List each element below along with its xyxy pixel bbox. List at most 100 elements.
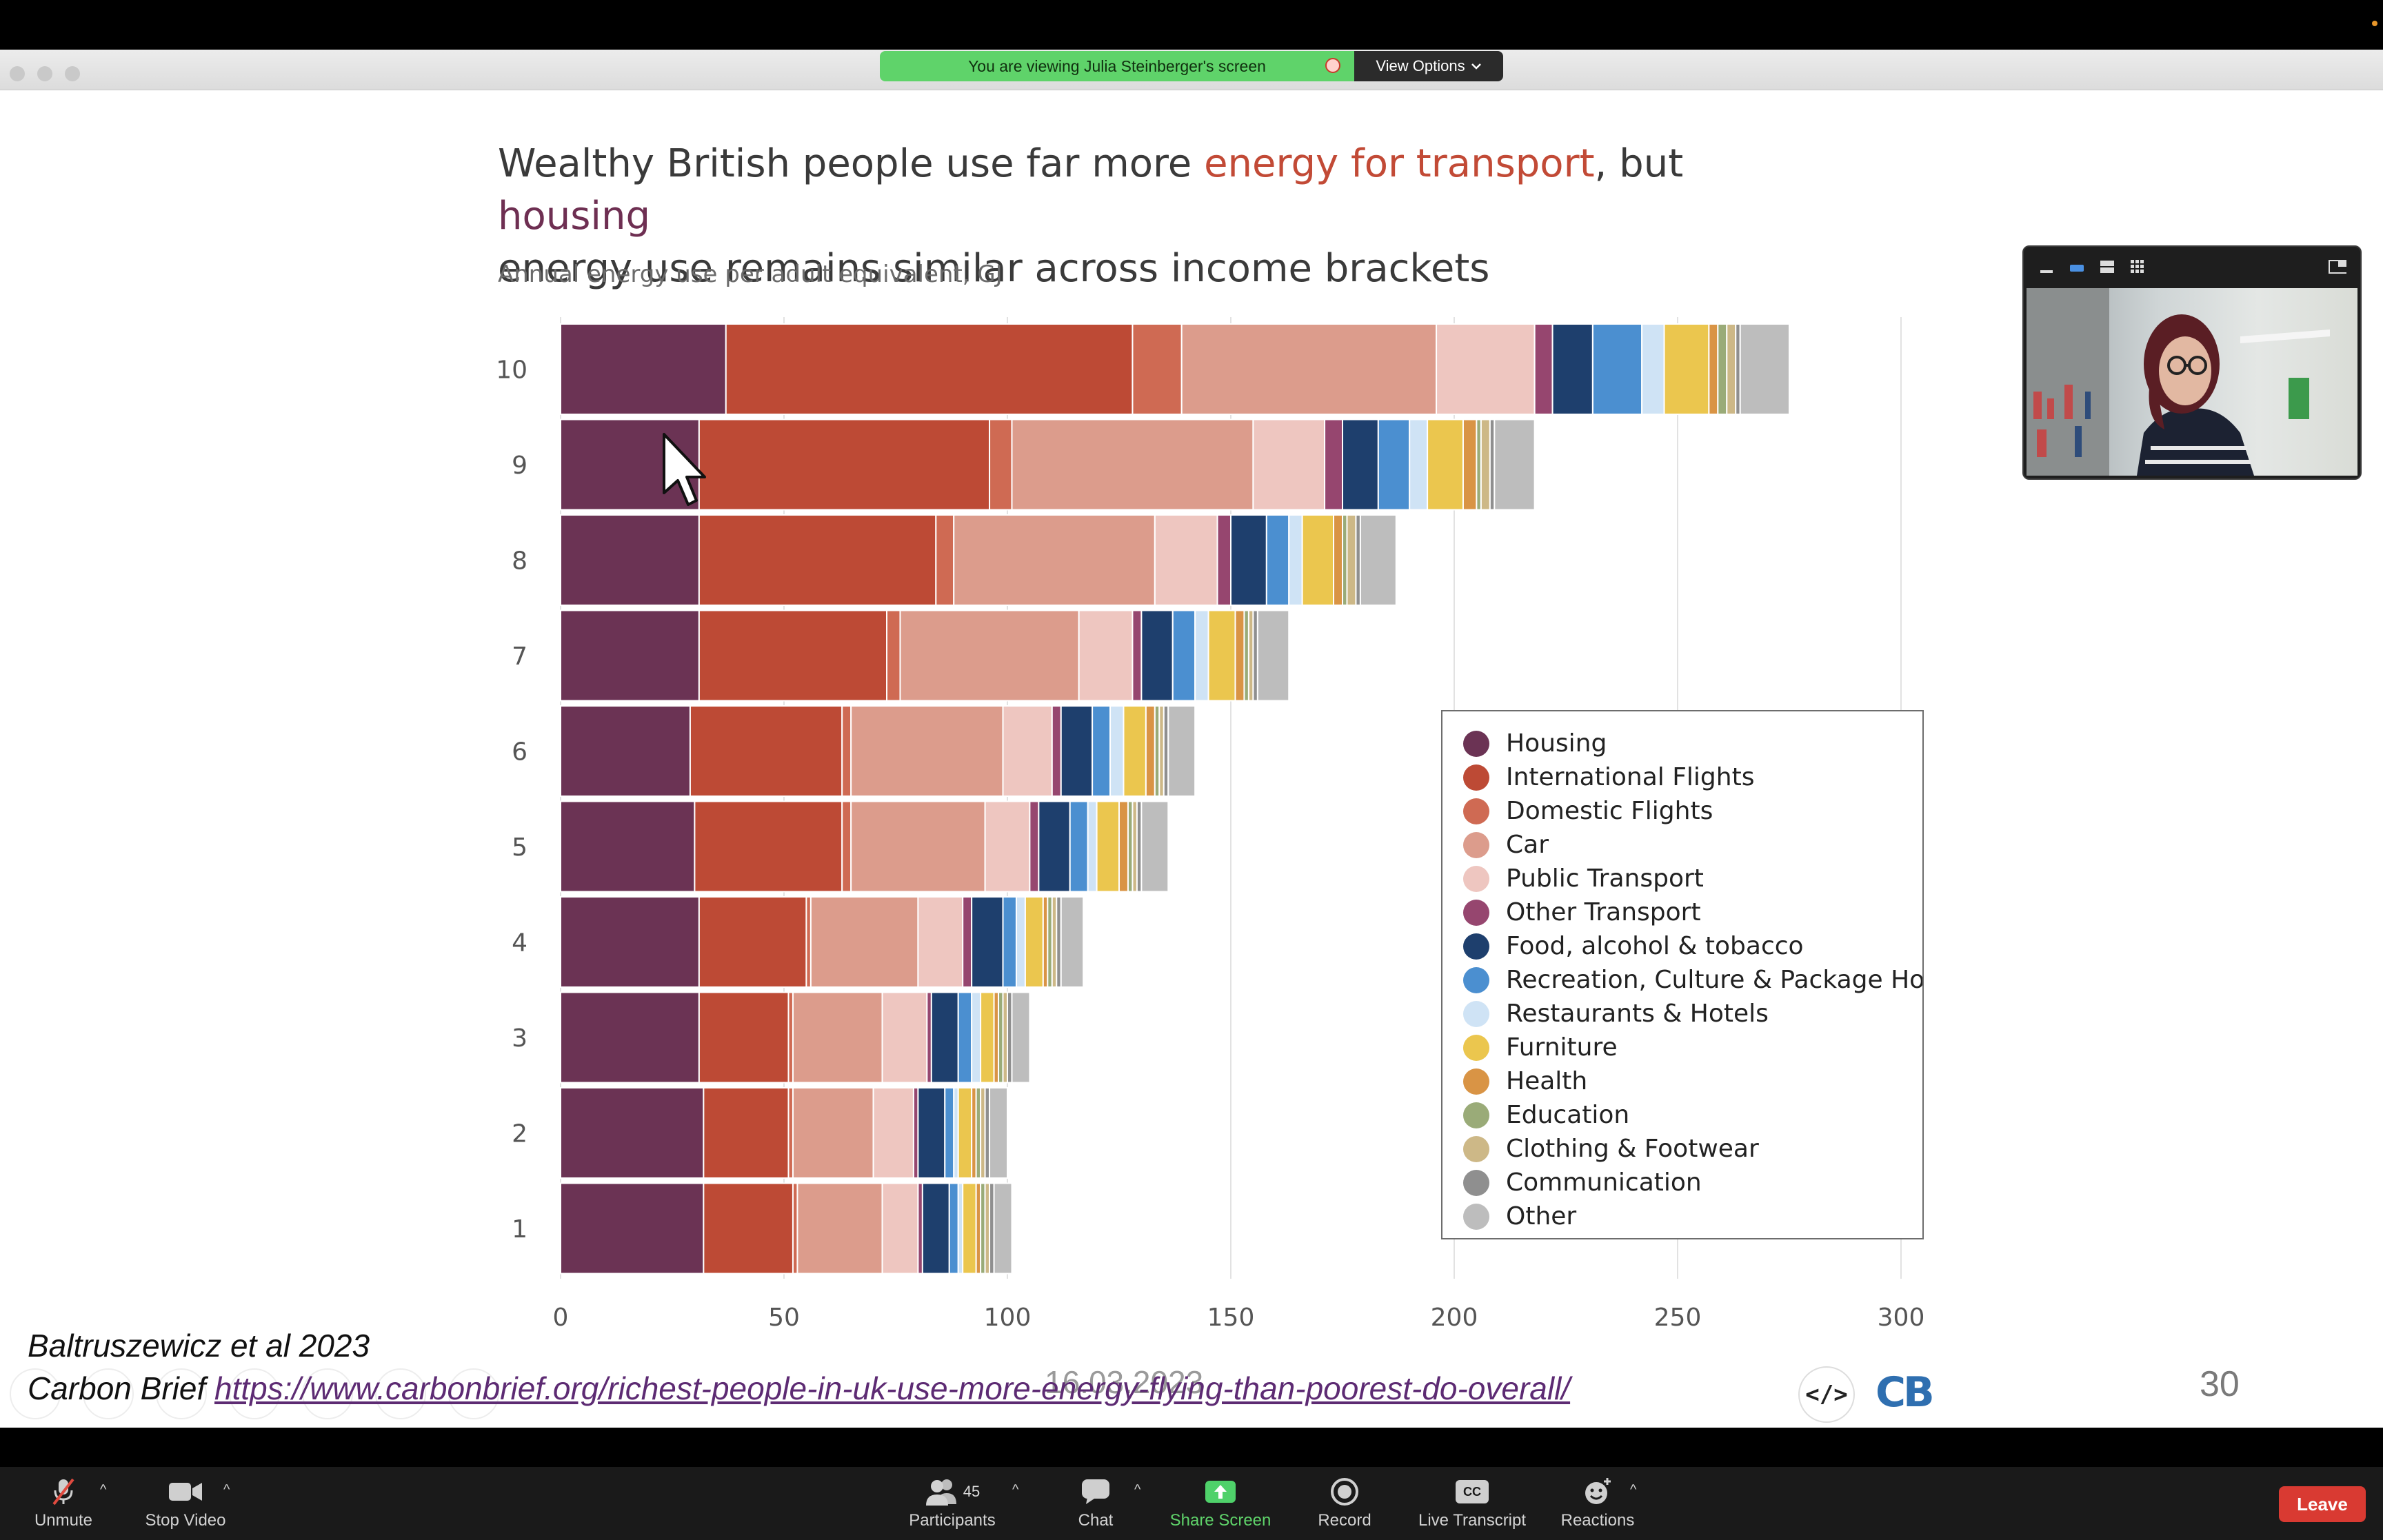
category-label: 5 — [512, 833, 527, 862]
bar-segment — [560, 609, 700, 702]
bar-segment — [698, 418, 991, 511]
minimize-icon[interactable] — [2038, 258, 2055, 276]
minimize-window-button[interactable] — [37, 66, 52, 81]
legend-swatch-icon — [1463, 966, 1489, 993]
video-camera-icon — [169, 1483, 202, 1501]
bar-segment — [1145, 705, 1156, 797]
chart-subtitle: Annual energy use per adult equivalent, … — [498, 261, 1003, 288]
bar-segment — [1118, 800, 1129, 893]
chat-button[interactable]: Chat — [1067, 1477, 1124, 1536]
closed-captions-icon: CC — [1456, 1480, 1489, 1503]
leave-meeting-button[interactable]: Leave — [2279, 1486, 2366, 1522]
legend-swatch-icon — [1463, 1169, 1489, 1196]
category-label: 7 — [512, 642, 527, 671]
bar-segment — [935, 514, 955, 606]
legend-item: Restaurants & Hotels — [1463, 997, 1769, 1031]
bar-segment — [560, 896, 700, 988]
audio-options-chevron-icon[interactable]: ^ — [100, 1482, 107, 1497]
reactions-options-chevron-icon[interactable]: ^ — [1630, 1482, 1637, 1497]
bar-segment — [1140, 609, 1174, 702]
title-part-2: , but — [1594, 141, 1684, 186]
participants-button[interactable]: 45 Participants — [900, 1477, 1005, 1536]
speaker-view-icon[interactable] — [2068, 258, 2086, 276]
bar-segment — [1096, 800, 1120, 893]
bar-segment — [1011, 418, 1254, 511]
gallery-view-icon[interactable] — [2129, 258, 2146, 276]
bar-segment — [971, 896, 1004, 988]
legend-swatch-icon — [1463, 899, 1489, 926]
legend-label: Restaurants & Hotels — [1506, 1000, 1769, 1028]
reactions-button[interactable]: Reactions — [1555, 1477, 1640, 1536]
video-options-chevron-icon[interactable]: ^ — [223, 1482, 230, 1497]
annotation-tool-circle — [83, 1368, 134, 1419]
x-tick-label: 200 — [1431, 1304, 1478, 1332]
bar-segment — [703, 1087, 790, 1179]
speaker-thumbnail[interactable] — [2022, 245, 2362, 480]
chat-bubble-icon — [1082, 1479, 1109, 1504]
legend-item: Public Transport — [1463, 862, 1704, 895]
reactions-label: Reactions — [1560, 1511, 1635, 1530]
bar-segment — [1342, 418, 1379, 511]
bar-segment — [899, 609, 1080, 702]
bar-segment — [850, 800, 986, 893]
unmute-button[interactable]: Unmute — [28, 1477, 99, 1536]
category-label: 2 — [512, 1120, 527, 1148]
legend-swatch-icon — [1463, 1135, 1489, 1162]
bar-segment — [953, 514, 1156, 606]
legend-label: Education — [1506, 1101, 1630, 1129]
bar-segment — [1132, 609, 1143, 702]
live-transcript-button[interactable]: CC Live Transcript — [1410, 1477, 1534, 1536]
reference-author: Baltruszewicz et al 2023 — [28, 1328, 370, 1364]
view-options-button[interactable]: View Options — [1354, 51, 1503, 81]
bar-segment — [980, 991, 995, 1084]
slide-date: 16.03.2023 — [1045, 1364, 1204, 1400]
bar-segment — [948, 1182, 959, 1275]
share-screen-icon — [1205, 1481, 1236, 1503]
legend-item: Furniture — [1463, 1031, 1618, 1064]
bar-segment — [872, 1087, 914, 1179]
reference-url-link[interactable]: https://www.carbonbrief.org/richest-peop… — [214, 1370, 1571, 1406]
category-label: 1 — [512, 1215, 527, 1244]
bar-segment — [1002, 896, 1017, 988]
annotation-tool-circle — [156, 1368, 207, 1419]
legend-item: Other — [1463, 1199, 1576, 1233]
bar-segment — [1087, 800, 1098, 893]
record-button[interactable]: Record — [1310, 1477, 1379, 1536]
reference-source-label: Carbon Brief — [28, 1370, 215, 1406]
legend-label: Housing — [1506, 729, 1607, 758]
stop-video-button[interactable]: Stop Video — [137, 1477, 234, 1536]
legend-item: International Flights — [1463, 760, 1754, 794]
bar-segment — [962, 896, 973, 988]
participants-options-chevron-icon[interactable]: ^ — [1012, 1482, 1019, 1497]
unmute-label: Unmute — [34, 1511, 93, 1530]
speaker-video — [2027, 288, 2357, 476]
share-screen-button[interactable]: Share Screen — [1165, 1477, 1276, 1536]
recording-indicator-dot — [2372, 21, 2377, 26]
bar-segment — [957, 991, 973, 1084]
bar-segment — [1480, 418, 1491, 511]
legend-label: Other Transport — [1506, 898, 1701, 926]
legend-item: Car — [1463, 828, 1549, 862]
category-label: 10 — [496, 356, 527, 385]
stop-viewing-icon[interactable] — [1325, 58, 1340, 73]
reference-source: Carbon Brief https://www.carbonbrief.org… — [28, 1370, 1570, 1407]
bar-segment — [560, 514, 700, 606]
bar-segment — [698, 609, 888, 702]
strip-view-icon[interactable] — [2098, 258, 2116, 276]
chat-label: Chat — [1078, 1511, 1114, 1530]
bar-segment — [1726, 323, 1737, 415]
exit-fullscreen-icon[interactable] — [2329, 258, 2346, 276]
bar-segment — [1551, 323, 1593, 415]
embed-code-icon[interactable]: </> — [1798, 1366, 1855, 1423]
bar-segment — [1060, 705, 1094, 797]
legend-item: Domestic Flights — [1463, 794, 1713, 828]
category-label: 8 — [512, 547, 527, 576]
zoom-window-button[interactable] — [65, 66, 80, 81]
close-window-button[interactable] — [10, 66, 25, 81]
share-status-text: You are viewing Julia Steinberger's scre… — [968, 57, 1266, 75]
chat-options-chevron-icon[interactable]: ^ — [1134, 1482, 1141, 1497]
category-label: 6 — [512, 738, 527, 767]
legend-swatch-icon — [1463, 1000, 1489, 1027]
bar-segment — [971, 991, 982, 1084]
bar-segment — [810, 896, 919, 988]
